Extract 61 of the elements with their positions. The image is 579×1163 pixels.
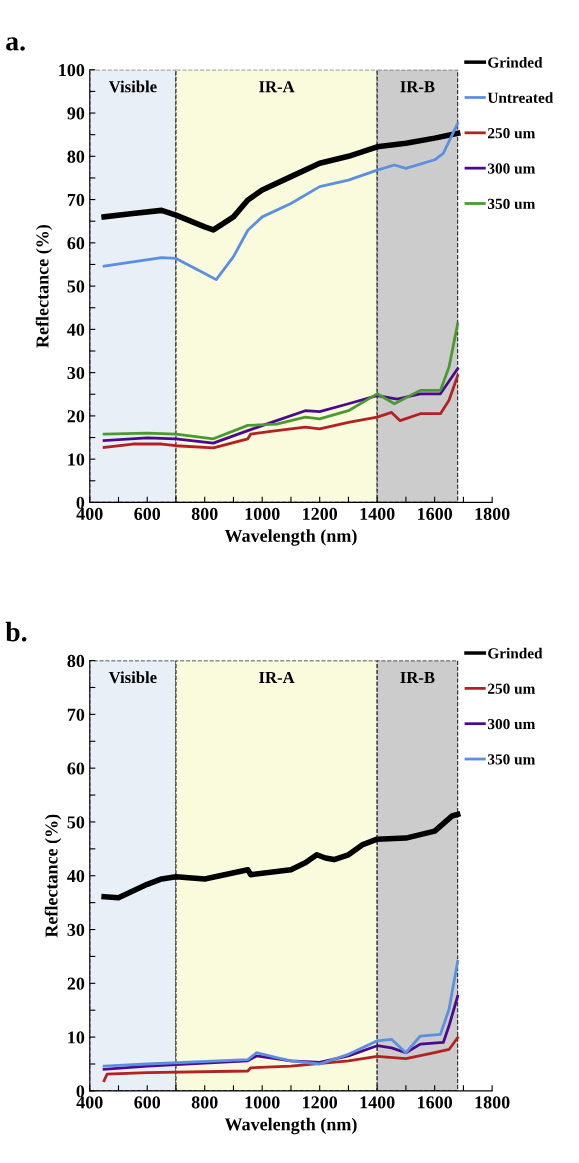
x-axis-title: Wavelength (nm) xyxy=(224,1117,357,1135)
y-tick-label: 0 xyxy=(76,496,85,509)
band-label: IR-A xyxy=(259,81,295,93)
y-tick-label: 50 xyxy=(67,280,85,293)
y-tick-label: 10 xyxy=(68,1031,85,1044)
y-tick-label: 0 xyxy=(76,1085,85,1098)
y-tick-label: 50 xyxy=(67,816,85,829)
line-series xyxy=(102,959,460,1068)
y-tick-label: 40 xyxy=(67,323,85,336)
x-tick-label: 600 xyxy=(134,1096,161,1109)
legend-label: 300 um xyxy=(487,163,536,174)
y-tick-label: 60 xyxy=(67,762,85,775)
y-tick-label: 90 xyxy=(67,107,85,120)
y-tick-label: 40 xyxy=(67,870,85,883)
x-tick-label: 1800 xyxy=(475,1096,510,1109)
x-tick-label: 1400 xyxy=(360,1096,395,1109)
x-tick-label: 800 xyxy=(191,507,218,520)
line-series xyxy=(102,322,460,441)
x-tick-label: 600 xyxy=(134,507,161,520)
chart-title: b. xyxy=(5,621,27,642)
band-label: IR-B xyxy=(400,81,435,93)
legend-label: 250 um xyxy=(488,128,536,139)
x-tick-label: 1200 xyxy=(303,507,338,520)
x-tick-label: 1200 xyxy=(303,1096,338,1109)
x-tick-label: 400 xyxy=(76,507,103,520)
x-tick-label: 400 xyxy=(76,1096,103,1109)
x-tick-label: 1400 xyxy=(360,507,395,520)
x-axis-title: Wavelength (nm) xyxy=(224,529,357,546)
y-tick-label: 70 xyxy=(67,708,85,721)
legend-label: Grinded xyxy=(488,647,543,659)
x-tick-label: 1800 xyxy=(475,507,510,520)
chart-title: a. xyxy=(6,37,25,51)
legend-label: Untreated xyxy=(487,92,554,103)
line-series xyxy=(102,1036,460,1083)
x-tick-label: 1600 xyxy=(418,1096,453,1109)
legend-label: 250 um xyxy=(488,683,536,694)
legend-label: Grinded xyxy=(488,56,543,68)
y-tick-label: 80 xyxy=(67,654,85,668)
y-tick-label: 100 xyxy=(59,64,85,77)
band-label: IR-B xyxy=(400,671,435,683)
y-axis-title: Reflectance (%) xyxy=(44,814,62,938)
legend-label: 350 um xyxy=(487,754,536,765)
x-tick-label: 800 xyxy=(191,1096,218,1109)
y-tick-label: 20 xyxy=(67,410,85,423)
y-tick-label: 20 xyxy=(67,977,85,990)
y-axis-title: Reflectance (%) xyxy=(35,224,53,348)
y-tick-label: 10 xyxy=(68,453,85,466)
band-label: Visible xyxy=(108,80,157,93)
x-tick-label: 1600 xyxy=(418,507,453,520)
y-tick-label: 30 xyxy=(67,366,85,380)
line-series xyxy=(102,122,460,281)
y-tick-label: 30 xyxy=(67,923,85,936)
x-tick-label: 1000 xyxy=(245,1096,280,1109)
legend-label: 350 um xyxy=(487,198,536,210)
x-tick-label: 1000 xyxy=(245,507,280,520)
band-label: IR-A xyxy=(259,671,295,683)
y-tick-label: 60 xyxy=(67,237,85,250)
y-tick-label: 70 xyxy=(67,193,85,207)
y-tick-label: 80 xyxy=(67,150,85,163)
band-label: Visible xyxy=(108,671,157,684)
legend-label: 300 um xyxy=(487,718,536,730)
